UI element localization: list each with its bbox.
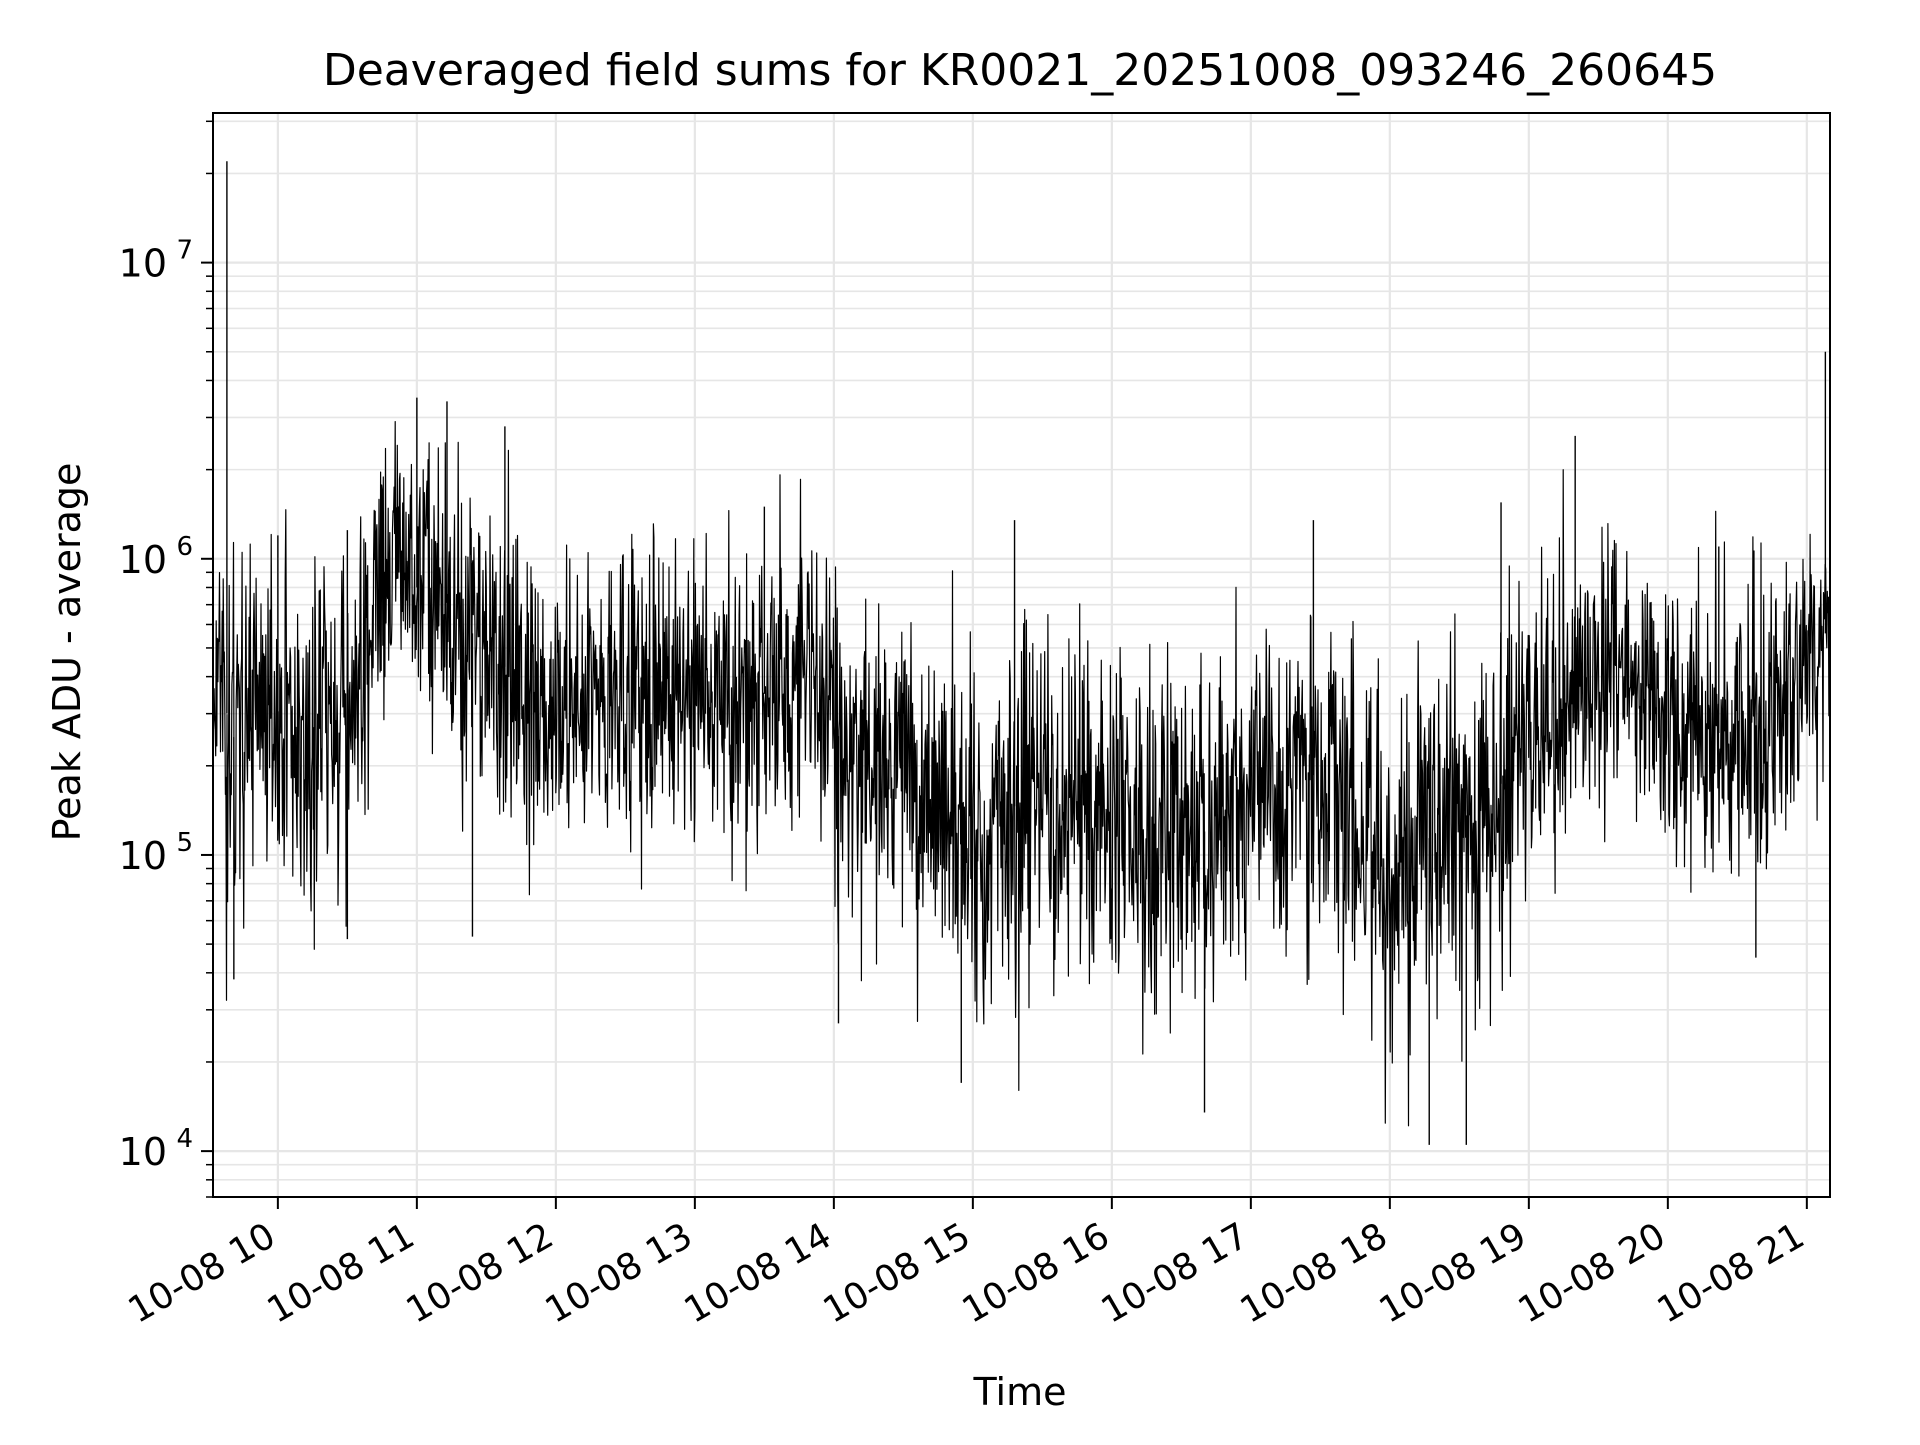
y-tick-label: 10 — [119, 1130, 167, 1174]
y-tick-label-exponent: 5 — [176, 828, 193, 858]
y-tick-label: 10 — [119, 834, 167, 878]
series-line — [212, 421, 1831, 1127]
y-tick-label-exponent: 4 — [176, 1124, 193, 1154]
y-tick-label-exponent: 7 — [176, 236, 193, 266]
y-tick-label: 10 — [119, 242, 167, 286]
y-tick-label: 10 — [119, 538, 167, 582]
y-tick-label-exponent: 6 — [176, 532, 193, 562]
x-axis-label: Time — [973, 1370, 1067, 1414]
data-series — [212, 161, 1831, 1145]
plot-frame — [212, 112, 1831, 1198]
y-axis-label: Peak ADU - average — [45, 463, 89, 842]
chart-title: Deaveraged field sums for KR0021_2025100… — [323, 45, 1717, 96]
